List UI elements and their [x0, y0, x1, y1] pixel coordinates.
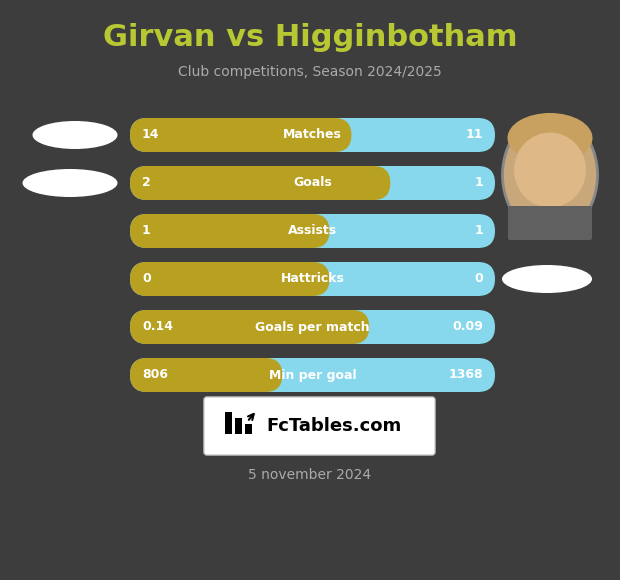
Text: Club competitions, Season 2024/2025: Club competitions, Season 2024/2025: [178, 65, 442, 79]
Text: 2: 2: [142, 176, 151, 190]
FancyBboxPatch shape: [130, 214, 495, 248]
Ellipse shape: [514, 132, 586, 208]
Ellipse shape: [32, 121, 118, 149]
Text: 5 november 2024: 5 november 2024: [249, 468, 371, 482]
Text: Goals per match: Goals per match: [255, 321, 370, 333]
FancyBboxPatch shape: [130, 358, 282, 392]
FancyBboxPatch shape: [225, 412, 232, 434]
Text: 1368: 1368: [448, 368, 483, 382]
Text: FcTables.com: FcTables.com: [267, 417, 402, 435]
Ellipse shape: [22, 169, 118, 197]
FancyBboxPatch shape: [130, 118, 495, 152]
FancyBboxPatch shape: [130, 118, 352, 152]
FancyBboxPatch shape: [130, 166, 495, 200]
Ellipse shape: [502, 115, 598, 235]
Text: 1: 1: [474, 176, 483, 190]
Text: 0.09: 0.09: [452, 321, 483, 333]
Text: 806: 806: [142, 368, 168, 382]
FancyBboxPatch shape: [130, 166, 391, 200]
Text: 0.14: 0.14: [142, 321, 173, 333]
FancyBboxPatch shape: [130, 310, 495, 344]
Ellipse shape: [508, 113, 593, 163]
FancyBboxPatch shape: [130, 310, 369, 344]
Ellipse shape: [502, 265, 592, 293]
Text: 0: 0: [142, 273, 151, 285]
Text: 14: 14: [142, 129, 159, 142]
FancyBboxPatch shape: [204, 397, 435, 455]
Text: Matches: Matches: [283, 129, 342, 142]
Text: 11: 11: [466, 129, 483, 142]
Text: Goals: Goals: [293, 176, 332, 190]
FancyBboxPatch shape: [130, 262, 329, 296]
Text: Min per goal: Min per goal: [268, 368, 356, 382]
Text: 1: 1: [142, 224, 151, 237]
FancyBboxPatch shape: [130, 262, 495, 296]
FancyBboxPatch shape: [235, 418, 242, 434]
FancyBboxPatch shape: [130, 214, 329, 248]
FancyBboxPatch shape: [245, 424, 252, 434]
Text: Assists: Assists: [288, 224, 337, 237]
Text: Girvan vs Higginbotham: Girvan vs Higginbotham: [103, 24, 517, 53]
Text: 0: 0: [474, 273, 483, 285]
FancyBboxPatch shape: [508, 206, 592, 240]
Text: 1: 1: [474, 224, 483, 237]
FancyBboxPatch shape: [130, 358, 495, 392]
Text: Hattricks: Hattricks: [281, 273, 345, 285]
